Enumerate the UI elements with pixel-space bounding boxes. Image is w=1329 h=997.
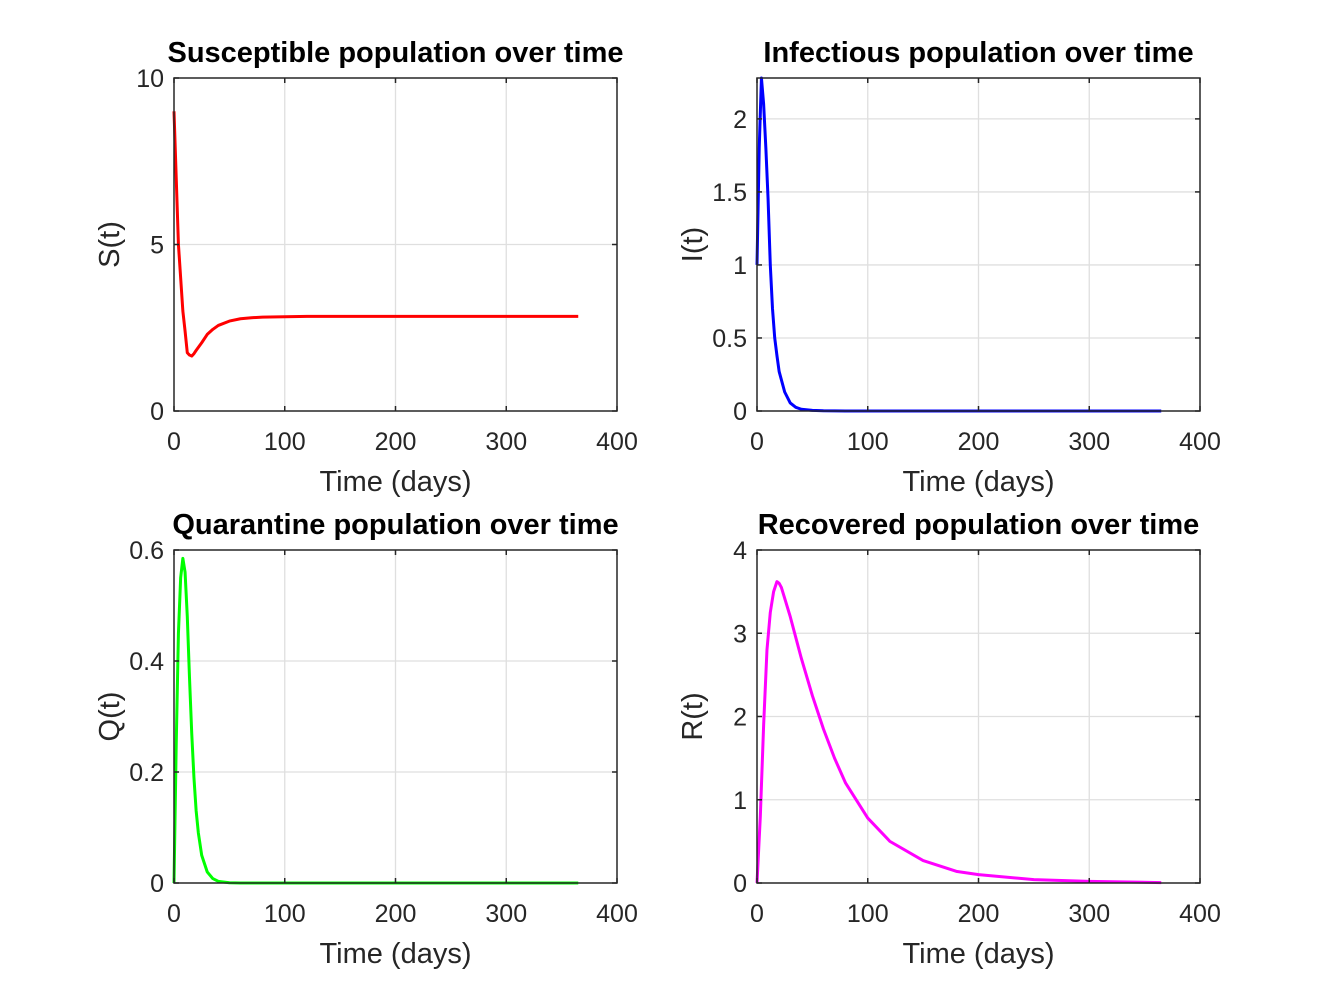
susceptible-x-tick-label: 300 — [485, 428, 527, 456]
infectious-x-tick-label: 100 — [847, 428, 889, 456]
quarantine-title: Quarantine population over time — [172, 509, 618, 541]
quarantine-y-tick-label: 0 — [150, 870, 164, 898]
infectious-x-tick-label: 400 — [1179, 428, 1221, 456]
quarantine-x-tick-label: 100 — [264, 900, 306, 928]
infectious-x-axis-label: Time (days) — [903, 466, 1055, 498]
recovered-y-tick-label: 4 — [733, 537, 747, 565]
susceptible-x-tick-label: 0 — [167, 428, 181, 456]
susceptible-x-tick-label: 100 — [264, 428, 306, 456]
quarantine-y-tick-label: 0.2 — [129, 759, 164, 787]
recovered-y-axis-label: R(t) — [677, 692, 709, 740]
infectious-y-tick-label: 0.5 — [712, 325, 747, 353]
infectious-x-tick-label: 300 — [1068, 428, 1110, 456]
infectious-y-tick-label: 0 — [733, 398, 747, 426]
infectious-title: Infectious population over time — [763, 37, 1193, 69]
recovered-x-tick-label: 100 — [847, 900, 889, 928]
susceptible-y-tick-label: 0 — [150, 398, 164, 426]
susceptible-y-tick-label: 10 — [136, 65, 164, 93]
infectious-x-tick-label: 200 — [958, 428, 1000, 456]
quarantine-subplot: 0 100 200 300 400 0 0.2 0.4 0.6 Quarantine popula… — [94, 509, 638, 970]
quarantine-x-tick-label: 0 — [167, 900, 181, 928]
quarantine-y-tick-label: 0.6 — [129, 537, 164, 565]
infectious-y-tick-label: 1.5 — [712, 179, 747, 207]
recovered-x-tick-label: 400 — [1179, 900, 1221, 928]
infectious-y-axis-label: I(t) — [677, 227, 709, 262]
susceptible-y-axis-label: S(t) — [94, 221, 126, 268]
susceptible-y-tick-label: 5 — [150, 232, 164, 260]
infectious-y-tick-label: 1 — [733, 252, 747, 280]
susceptible-title: Susceptible population over time — [167, 37, 623, 69]
recovered-title: Recovered population over time — [758, 509, 1200, 541]
infectious-y-tick-label: 2 — [733, 106, 747, 134]
susceptible-series-line — [172, 111, 579, 358]
quarantine-x-axis-label: Time (days) — [320, 938, 472, 970]
recovered-y-tick-label: 0 — [733, 870, 747, 898]
recovered-y-tick-label: 1 — [733, 787, 747, 815]
recovered-x-tick-label: 0 — [750, 900, 764, 928]
recovered-subplot: 0 100 200 300 400 0 1 2 3 4 Recovered population o… — [677, 509, 1221, 970]
recovered-y-tick-label: 3 — [733, 620, 747, 648]
quarantine-y-tick-label: 0.4 — [129, 648, 164, 676]
recovered-x-axis-label: Time (days) — [903, 938, 1055, 970]
recovered-x-tick-label: 300 — [1068, 900, 1110, 928]
susceptible-x-tick-label: 200 — [375, 428, 417, 456]
quarantine-x-tick-label: 200 — [375, 900, 417, 928]
quarantine-x-tick-label: 300 — [485, 900, 527, 928]
quarantine-y-axis-label: Q(t) — [94, 692, 126, 742]
recovered-series-line — [755, 580, 1162, 885]
recovered-y-tick-label: 2 — [733, 704, 747, 732]
susceptible-x-tick-label: 400 — [596, 428, 638, 456]
infectious-subplot: 0 100 200 300 400 0 0.5 1 1.5 2 Infectious populat… — [677, 37, 1221, 498]
susceptible-x-axis-label: Time (days) — [320, 466, 472, 498]
quarantine-x-tick-label: 400 — [596, 900, 638, 928]
infectious-x-tick-label: 0 — [750, 428, 764, 456]
recovered-x-tick-label: 200 — [958, 900, 1000, 928]
